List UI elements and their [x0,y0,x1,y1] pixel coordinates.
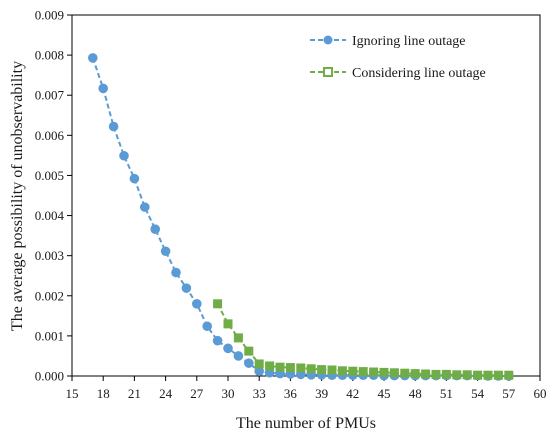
y-tick-label: 0.006 [35,128,65,143]
data-point-ignoring [140,202,150,212]
x-tick-label: 54 [471,386,485,401]
y-tick-label: 0.001 [35,328,64,343]
data-point-ignoring [212,335,223,346]
y-tick-label: 0.005 [35,168,64,183]
x-axis-title: The number of PMUs [236,415,376,432]
legend: Ignoring line outage Considering line ou… [310,34,486,81]
series-layer [88,53,514,381]
data-point-ignoring [119,150,129,161]
x-tick-label: 45 [378,386,391,401]
legend-label-ignoring: Ignoring line outage [352,34,466,49]
data-point-ignoring [202,321,212,332]
x-tick-label: 21 [128,386,141,401]
data-point-ignoring [181,283,192,293]
y-tick-label: 0.008 [35,48,64,63]
data-point-considering [244,346,254,356]
data-point-considering [483,370,493,380]
data-point-considering [400,368,410,378]
data-point-considering [504,370,514,380]
x-tick-label: 42 [346,386,359,401]
data-point-considering [233,333,243,343]
y-tick-label: 0.003 [35,248,64,263]
y-tick-label: 0.007 [35,88,65,103]
y-axis-ticks: 0.000 0.001 0.002 0.003 0.004 0.005 0.006 0.007… [35,8,72,384]
data-point-considering [327,365,337,375]
legend-item-ignoring: Ignoring line outage [310,34,466,49]
y-tick-label: 0.009 [35,8,64,23]
x-tick-label: 57 [502,386,516,401]
y-tick-label: 0.002 [35,288,64,303]
data-point-considering [275,362,285,372]
data-point-ignoring [254,366,264,376]
data-point-ignoring [223,343,233,354]
data-point-considering [265,361,275,371]
data-point-considering [317,365,327,375]
plot-frame [71,14,541,377]
x-tick-label: 33 [253,386,266,401]
legend-item-considering: Considering line outage [310,66,486,81]
data-point-considering [296,363,306,373]
data-point-ignoring [244,358,254,368]
data-point-considering [493,370,503,380]
x-tick-label: 60 [534,386,547,401]
y-tick-label: 0.004 [35,208,65,223]
x-axis-ticks: 15 18 21 24 27 30 33 36 39 42 45 48 51 54 57 60 [66,376,547,401]
legend-label-considering: Considering line outage [352,66,486,81]
data-point-ignoring [171,267,181,278]
data-point-considering [285,363,295,373]
series-line-0 [91,57,509,377]
data-point-ignoring [108,121,119,132]
data-point-considering [348,366,358,376]
legend-marker-ignoring [323,35,333,45]
x-tick-label: 39 [315,386,328,401]
data-point-ignoring [129,173,140,184]
x-tick-label: 27 [190,386,204,401]
data-point-ignoring [160,246,171,257]
x-tick-label: 24 [159,386,173,401]
data-point-ignoring [98,83,108,94]
data-point-considering [369,367,379,377]
data-point-considering [410,369,420,379]
data-point-ignoring [192,299,202,309]
x-tick-label: 48 [409,386,422,401]
x-tick-label: 15 [66,386,79,401]
data-point-considering [337,366,347,376]
legend-marker-considering [323,67,333,77]
x-tick-label: 30 [222,386,235,401]
x-tick-label: 51 [440,386,453,401]
data-point-considering [441,369,451,379]
data-point-considering [358,367,368,377]
data-point-considering [473,370,483,380]
data-point-considering [306,364,316,374]
x-tick-label: 36 [284,386,298,401]
data-point-ignoring [88,53,98,63]
data-point-considering [421,369,431,379]
data-point-considering [213,299,223,309]
data-point-ignoring [150,224,160,234]
data-point-considering [389,368,399,378]
data-point-considering [452,370,462,380]
x-tick-label: 18 [97,386,110,401]
data-point-considering [223,319,233,329]
data-point-considering [254,359,264,369]
data-point-considering [379,367,389,377]
data-point-ignoring [233,351,244,361]
data-point-considering [462,370,472,380]
y-axis-title: The average possibility of unobservabili… [9,61,26,331]
data-point-considering [431,369,441,379]
y-tick-label: 0.000 [35,369,64,384]
